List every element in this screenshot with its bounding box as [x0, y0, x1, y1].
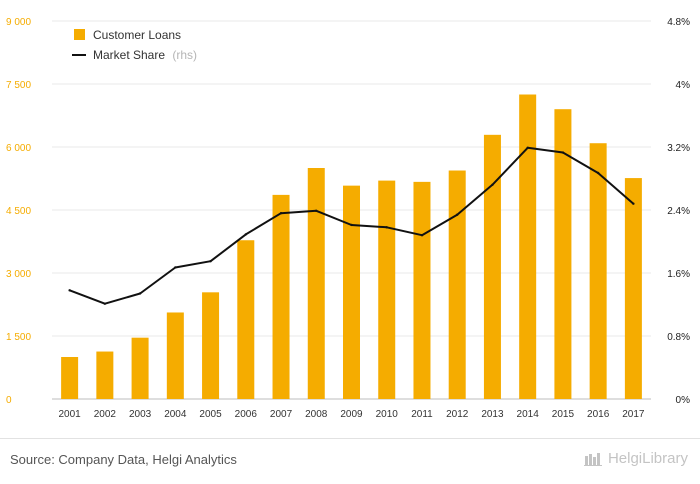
y-left-tick-label: 9 000	[6, 17, 31, 28]
legend-item-market-share[interactable]: Market Share (rhs)	[72, 48, 197, 62]
bar-2017[interactable]	[624, 178, 642, 399]
y-right-tick-label: 1.6%	[667, 269, 690, 280]
y-left-tick-label: 0	[6, 395, 12, 406]
legend-label-market-share: Market Share (rhs)	[93, 48, 197, 62]
left-axis: 0 1 500 3 000 4 500 6 000 7 500 9 000	[6, 17, 31, 406]
x-tick-label: 2001	[58, 409, 81, 420]
combo-chart: 0 1 500 3 000 4 500 6 000 7 500 9 000 0% 0.8% 1.…	[6, 17, 690, 420]
line-point-2014[interactable]	[526, 146, 529, 149]
bar-2016[interactable]	[589, 143, 607, 399]
line-point-2016[interactable]	[596, 171, 600, 175]
bar-2014[interactable]	[519, 94, 537, 400]
line-point-2001[interactable]	[68, 289, 71, 292]
brand-logo[interactable]: HelgiLibrary	[583, 450, 688, 467]
bar-2011[interactable]	[413, 181, 431, 399]
bar-2002[interactable]	[96, 351, 114, 399]
line-point-2008[interactable]	[315, 209, 318, 212]
x-tick-label: 2010	[376, 409, 399, 420]
y-right-tick-label: 0%	[676, 395, 691, 406]
line-point-2004[interactable]	[174, 266, 177, 269]
y-right-tick-label: 3.2%	[667, 143, 690, 154]
x-tick-label: 2003	[129, 409, 152, 420]
line-point-2002[interactable]	[103, 302, 107, 305]
line-point-2011[interactable]	[420, 234, 424, 237]
footer: Source: Company Data, Helgi Analytics He…	[0, 438, 700, 484]
legend-label-market-share-text: Market Share	[93, 48, 165, 62]
line-point-2009[interactable]	[350, 223, 353, 227]
x-tick-label: 2016	[587, 409, 610, 420]
bar-2005[interactable]	[202, 292, 220, 399]
bar-series-customer-loans	[61, 94, 642, 400]
line-point-2003[interactable]	[138, 292, 142, 295]
y-right-tick-label: 4%	[676, 80, 691, 91]
legend: Customer Loans Market Share (rhs)	[72, 28, 197, 62]
x-tick-label: 2014	[517, 409, 540, 420]
legend-label-customer-loans: Customer Loans	[93, 28, 181, 42]
line-point-2007[interactable]	[279, 211, 283, 215]
y-left-tick-label: 3 000	[6, 269, 31, 280]
y-right-tick-label: 4.8%	[667, 17, 690, 28]
brand-name: HelgiLibrary	[607, 450, 688, 467]
line-point-2012[interactable]	[456, 213, 459, 216]
bar-2015[interactable]	[554, 109, 572, 399]
line-series-market-share	[68, 146, 635, 305]
line-point-2005[interactable]	[209, 259, 212, 263]
bar-2004[interactable]	[166, 312, 184, 399]
x-tick-label: 2008	[305, 409, 328, 420]
y-left-tick-label: 1 500	[6, 332, 31, 343]
x-tick-label: 2005	[199, 409, 222, 420]
x-tick-label: 2011	[411, 409, 433, 420]
library-icon	[583, 452, 602, 466]
x-tick-label: 2007	[270, 409, 293, 420]
bar-2003[interactable]	[131, 337, 149, 399]
x-tick-label: 2006	[235, 409, 258, 420]
bar-2009[interactable]	[343, 185, 360, 399]
y-left-tick-label: 4 500	[6, 206, 31, 217]
bar-2006[interactable]	[237, 240, 255, 399]
legend-label-rhs-note: (rhs)	[172, 48, 197, 62]
line-point-2015[interactable]	[561, 151, 565, 154]
y-right-tick-label: 0.8%	[667, 332, 690, 343]
x-tick-label: 2017	[622, 409, 645, 420]
right-axis: 0% 0.8% 1.6% 2.4% 3.2% 4% 4.8%	[667, 17, 690, 406]
legend-swatch-bar	[74, 29, 85, 40]
line-point-2010[interactable]	[385, 226, 388, 229]
line-point-2006[interactable]	[244, 233, 247, 236]
bar-2001[interactable]	[61, 357, 79, 399]
line-point-2013[interactable]	[491, 183, 494, 186]
bar-2010[interactable]	[378, 180, 396, 399]
bar-2008[interactable]	[307, 168, 325, 399]
line-point-2017[interactable]	[632, 202, 635, 205]
bar-2012[interactable]	[448, 170, 466, 399]
x-tick-label: 2002	[94, 409, 117, 420]
y-right-tick-label: 2.4%	[667, 206, 690, 217]
x-tick-label: 2012	[446, 409, 469, 420]
x-tick-label: 2015	[552, 409, 575, 420]
x-axis: 2001 2002 2003 2004 2005 2006 2007 2008 2009 2010…	[58, 409, 644, 420]
x-tick-label: 2004	[164, 409, 187, 420]
bar-2007[interactable]	[272, 194, 290, 399]
x-tick-label: 2009	[340, 409, 363, 420]
y-left-tick-label: 6 000	[6, 143, 31, 154]
bar-2013[interactable]	[483, 134, 501, 399]
y-left-tick-label: 7 500	[6, 80, 31, 91]
x-tick-label: 2013	[481, 409, 504, 420]
legend-item-customer-loans[interactable]: Customer Loans	[74, 28, 181, 42]
source-note: Source: Company Data, Helgi Analytics	[10, 452, 237, 467]
